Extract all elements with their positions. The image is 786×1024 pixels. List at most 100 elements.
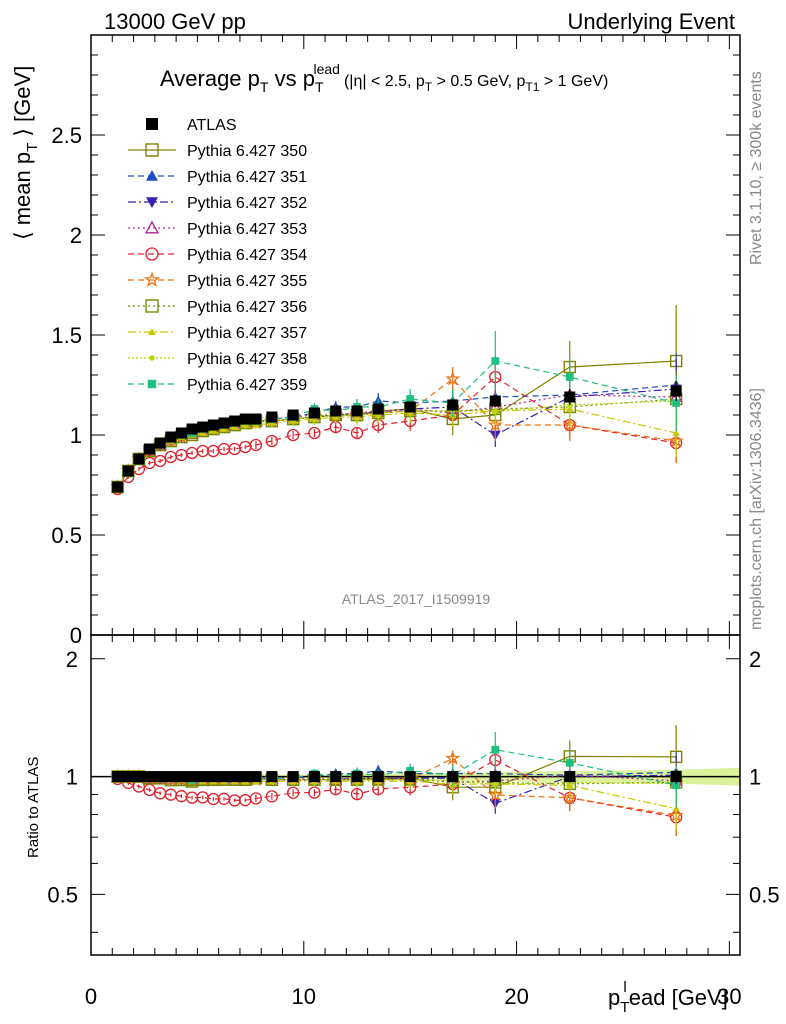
main-series-9-point (492, 408, 498, 414)
main-y-tick-label: 0 (70, 623, 82, 648)
legend-label-10: Pythia 6.427 359 (187, 377, 307, 394)
header-left: 13000 GeV pp (104, 9, 246, 34)
legend-marker-8 (147, 328, 157, 335)
legend-marker-1 (145, 143, 159, 157)
ratio-plot-frame (90, 634, 741, 956)
ratio-series-0-point (250, 771, 262, 783)
legend-marker-10 (147, 379, 157, 389)
main-series-0-point (197, 421, 209, 433)
main-series-0-point (447, 399, 459, 411)
ratio-series-5-point (286, 786, 300, 799)
main-series-0-point (670, 385, 682, 397)
main-y-tick-label: 0.5 (51, 523, 82, 548)
ratio-series-0-point (239, 771, 251, 783)
legend-label-7: Pythia 6.427 356 (187, 299, 307, 316)
ratio-y-tick-label-right: 0.5 (749, 882, 780, 907)
ratio-series-10-point (565, 759, 574, 767)
main-y-tick-label: 1 (70, 423, 82, 448)
ratio-y-tick-label-right: 2 (749, 647, 761, 672)
ratio-series-0-point (351, 771, 363, 783)
legend-marker-0 (146, 118, 158, 130)
ratio-series-6-point (562, 789, 578, 805)
main-series-0-point (165, 431, 177, 443)
legend-label-6: Pythia 6.427 355 (187, 273, 307, 290)
legend-marker-4 (144, 220, 160, 234)
ratio-series-0-point (447, 771, 459, 783)
main-series-5-point (154, 454, 167, 468)
main-y-tick-label: 1.5 (51, 323, 82, 348)
ratio-series-0-point (186, 771, 198, 783)
main-series-0-point (250, 413, 262, 425)
main-series-6-point (487, 416, 503, 432)
ratio-plot: 0 10 20 30 0.5 0.5 1 1 2 2 (47, 634, 780, 1009)
legend-label-0: ATLAS (187, 117, 237, 134)
main-series-0-point (186, 423, 198, 435)
main-series-5-point (265, 434, 279, 448)
ratio-series-10-point (491, 745, 500, 754)
ratio-series-0-point (165, 771, 177, 783)
ratio-series-10-point (406, 766, 415, 775)
main-series-8-line (117, 408, 677, 488)
main-series-4-line (117, 394, 677, 488)
main-series-10-point (406, 395, 415, 403)
x-tick-label: 0 (85, 984, 97, 1009)
ratio-series-9-point (492, 781, 498, 787)
main-series-0-point (154, 437, 166, 449)
main-series-0-point (239, 413, 251, 425)
main-series-0-point (122, 465, 134, 477)
legend-label-9: Pythia 6.427 358 (187, 351, 307, 368)
main-series-8-point (672, 429, 681, 436)
ratio-series-0-point (266, 771, 278, 783)
legend-marker-5 (145, 247, 159, 261)
legend-label-3: Pythia 6.427 352 (187, 195, 307, 212)
main-series-5-point (308, 426, 321, 440)
main-series-10-point (565, 373, 574, 381)
legend-marker-3 (146, 197, 158, 208)
ratio-y-tick-label-right: 1 (749, 765, 761, 790)
main-series-5-point (286, 428, 300, 442)
ratio-series-0-point (229, 771, 241, 783)
main-series-6-point (562, 416, 578, 432)
ratio-series-0-point (207, 771, 219, 783)
main-series-5-point (350, 426, 364, 440)
ratio-series-6-point (487, 786, 503, 802)
ratio-series-0-point (175, 771, 187, 783)
ratio-series-0-point (308, 771, 320, 783)
ratio-series-0-point (144, 771, 156, 783)
main-series-0-point (330, 405, 342, 417)
ratio-series-6-point (445, 750, 461, 765)
main-series-0-point (564, 391, 576, 403)
ratio-series-6-line (117, 757, 677, 817)
main-y-tick-label: 2.5 (51, 123, 82, 148)
ratio-series-0-point (670, 771, 682, 783)
ratio-series-0-point (372, 771, 384, 783)
x-tick-label: 10 (292, 984, 316, 1009)
x-tick-label: 30 (717, 984, 741, 1009)
ratio-series-0-point (287, 771, 299, 783)
ratio-series-10-point (672, 781, 681, 789)
main-y-tick-label: 2 (70, 223, 82, 248)
main-series-0-point (207, 419, 219, 431)
ratio-series-0-point (133, 771, 145, 783)
analysis-id: ATLAS_2017_I1509919 (342, 591, 491, 607)
main-series-10-point (491, 357, 500, 365)
legend: ATLAS Pythia 6.427 350 Pythia 6.427 351 Pyt… (128, 117, 307, 394)
ratio-series-0-point (197, 771, 209, 783)
header-right: Underlying Event (567, 9, 735, 34)
main-series-0-point (175, 427, 187, 439)
main-series-0-point (218, 417, 230, 429)
ratio-series-5-line (117, 759, 677, 818)
main-series-0-point (308, 407, 320, 419)
legend-label-2: Pythia 6.427 351 (187, 169, 307, 186)
legend-marker-2 (146, 170, 158, 181)
legend-marker-9 (149, 355, 155, 361)
ratio-series-0-point (112, 771, 124, 783)
ratio-series-0-point (330, 771, 342, 783)
main-y-label: ⟨ mean pT ⟩ [GeV] (10, 66, 41, 240)
main-series-0-point (144, 443, 156, 455)
legend-label-4: Pythia 6.427 353 (187, 221, 307, 238)
ratio-series-8-point (672, 805, 681, 812)
ratio-series-5-point (308, 786, 321, 799)
ratio-series-5-point (350, 787, 364, 801)
